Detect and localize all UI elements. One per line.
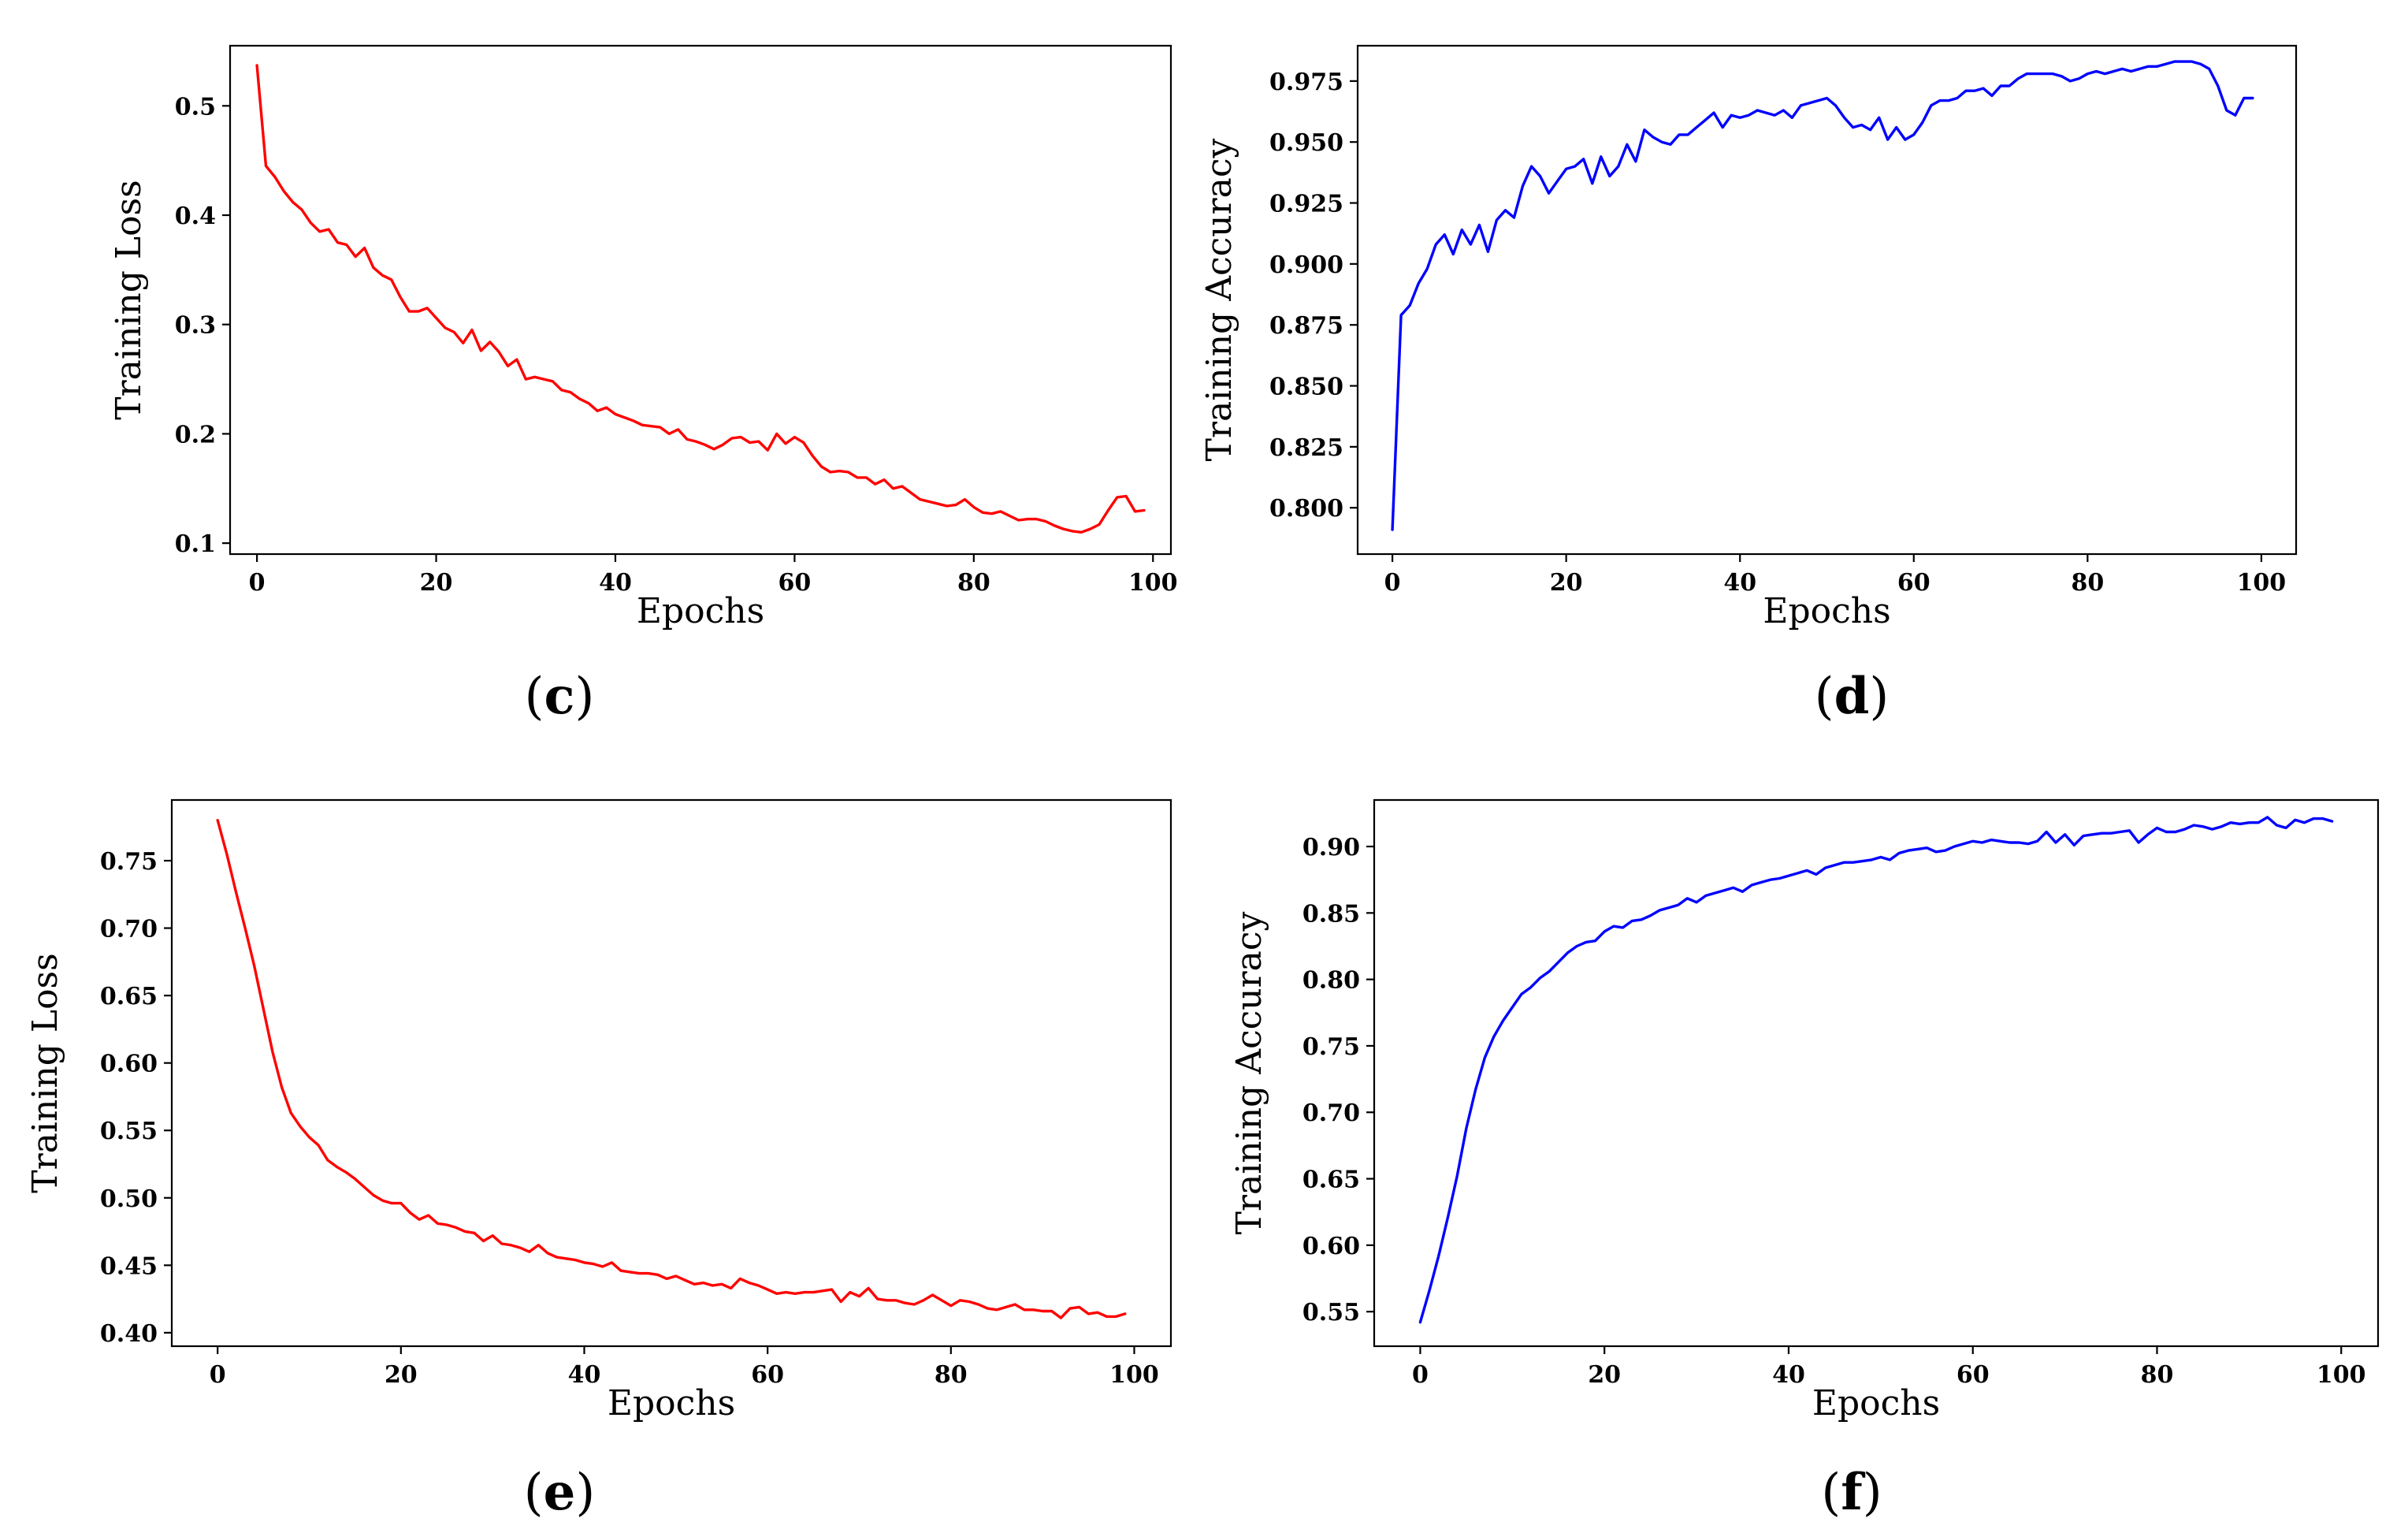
y-axis-label: Training Loss bbox=[25, 953, 65, 1193]
x-axis-label: Epochs bbox=[1763, 591, 1890, 631]
x-tick-label: 60 bbox=[779, 569, 812, 597]
panel-label: (e) bbox=[524, 1463, 596, 1522]
y-tick-label: 0.80 bbox=[1302, 967, 1360, 995]
y-tick-label: 0.925 bbox=[1269, 191, 1343, 218]
panel-letter: d bbox=[1834, 667, 1870, 726]
x-axis-label: Epochs bbox=[637, 591, 764, 631]
y-tick-label: 0.65 bbox=[1302, 1166, 1360, 1194]
x-tick-label: 80 bbox=[957, 569, 990, 597]
y-tick-label: 0.65 bbox=[100, 983, 158, 1010]
x-tick-label: 60 bbox=[1897, 569, 1930, 597]
x-tick-label: 0 bbox=[210, 1361, 226, 1389]
panel-label: (f) bbox=[1821, 1463, 1882, 1522]
x-tick-label: 40 bbox=[568, 1361, 601, 1389]
series-line-e bbox=[216, 818, 1127, 1319]
y-tick-label: 0.800 bbox=[1269, 495, 1343, 523]
y-axis-label: Training Accuracy bbox=[1199, 138, 1239, 461]
x-tick-label: 100 bbox=[2237, 569, 2287, 597]
x-tick-label: 0 bbox=[249, 569, 266, 597]
y-tick-label: 0.75 bbox=[100, 848, 158, 876]
panel-label: (d) bbox=[1815, 667, 1890, 726]
x-tick-label: 20 bbox=[385, 1361, 418, 1389]
y-tick-label: 0.875 bbox=[1269, 312, 1343, 340]
y-tick-label: 0.55 bbox=[100, 1118, 158, 1145]
y-tick-label: 0.75 bbox=[1302, 1033, 1360, 1061]
y-tick-label: 0.4 bbox=[175, 203, 216, 230]
x-tick-label: 0 bbox=[1384, 569, 1401, 597]
y-tick-label: 0.45 bbox=[100, 1252, 158, 1280]
plot-frame bbox=[1373, 798, 2380, 1348]
panel-letter: c bbox=[544, 667, 575, 726]
plot-frame bbox=[1356, 44, 2298, 556]
x-tick-label: 40 bbox=[599, 569, 632, 597]
panel-c: 0 20 40 60 80 100 0.1 0.2 0.3 0.4 0.5 Epochs Trainin… bbox=[109, 44, 1178, 726]
y-tick-label: 0.50 bbox=[100, 1185, 158, 1213]
x-tick-label: 60 bbox=[1956, 1361, 1990, 1389]
y-tick-label: 0.60 bbox=[100, 1051, 158, 1078]
y-axis-label: Training Accuracy bbox=[1229, 911, 1269, 1234]
y-tick-label: 0.60 bbox=[1302, 1233, 1360, 1260]
x-tick-label: 100 bbox=[1128, 569, 1178, 597]
x-axis-label: Epochs bbox=[1812, 1383, 1940, 1423]
panel-letter: f bbox=[1841, 1463, 1865, 1522]
y-tick-label: 0.5 bbox=[175, 93, 216, 121]
series-line-f bbox=[1418, 816, 2334, 1324]
x-tick-label: 60 bbox=[751, 1361, 784, 1389]
plot-frame bbox=[170, 798, 1172, 1348]
y-tick-label: 0.975 bbox=[1269, 69, 1343, 96]
panel-e: 0 20 40 60 80 100 0.40 0.45 0.50 0.55 0.60 0.65 0.70… bbox=[25, 798, 1172, 1522]
y-tick-label: 0.85 bbox=[1302, 900, 1360, 928]
y-tick-label: 0.40 bbox=[100, 1320, 158, 1348]
y-tick-label: 0.3 bbox=[175, 312, 216, 340]
y-tick-label: 0.70 bbox=[1302, 1100, 1360, 1127]
plot-frame bbox=[229, 44, 1172, 556]
x-tick-label: 80 bbox=[2071, 569, 2104, 597]
panel-label: (c) bbox=[525, 667, 595, 726]
series-line-d bbox=[1391, 60, 2254, 531]
y-tick-label: 0.55 bbox=[1302, 1299, 1360, 1326]
y-tick-label: 0.70 bbox=[100, 916, 158, 943]
x-tick-label: 100 bbox=[1109, 1361, 1159, 1389]
y-tick-label: 0.825 bbox=[1269, 434, 1343, 462]
x-tick-label: 40 bbox=[1772, 1361, 1805, 1389]
panel-d: 0 20 40 60 80 100 0.800 0.825 0.850 0.875 0.900 0.9… bbox=[1199, 44, 2298, 726]
y-tick-label: 0.900 bbox=[1269, 251, 1343, 279]
x-tick-label: 20 bbox=[1550, 569, 1583, 597]
y-tick-label: 0.950 bbox=[1269, 129, 1343, 157]
x-tick-label: 20 bbox=[1588, 1361, 1621, 1389]
y-axis-label: Training Loss bbox=[109, 180, 149, 419]
x-tick-label: 0 bbox=[1412, 1361, 1429, 1389]
y-tick-label: 0.1 bbox=[175, 530, 216, 558]
series-line-c bbox=[255, 64, 1146, 534]
y-tick-label: 0.850 bbox=[1269, 374, 1343, 401]
y-tick-label: 0.90 bbox=[1302, 834, 1360, 861]
x-axis-label: Epochs bbox=[608, 1383, 735, 1423]
panel-letter: e bbox=[544, 1463, 576, 1522]
y-tick-label: 0.2 bbox=[175, 421, 216, 448]
x-tick-label: 20 bbox=[420, 569, 453, 597]
x-tick-label: 80 bbox=[935, 1361, 968, 1389]
panel-f: 0 20 40 60 80 100 0.55 0.60 0.65 0.70 0.75 0.80 0.85… bbox=[1229, 798, 2380, 1522]
x-tick-label: 100 bbox=[2317, 1361, 2366, 1389]
x-tick-label: 80 bbox=[2141, 1361, 2174, 1389]
x-tick-label: 40 bbox=[1723, 569, 1756, 597]
